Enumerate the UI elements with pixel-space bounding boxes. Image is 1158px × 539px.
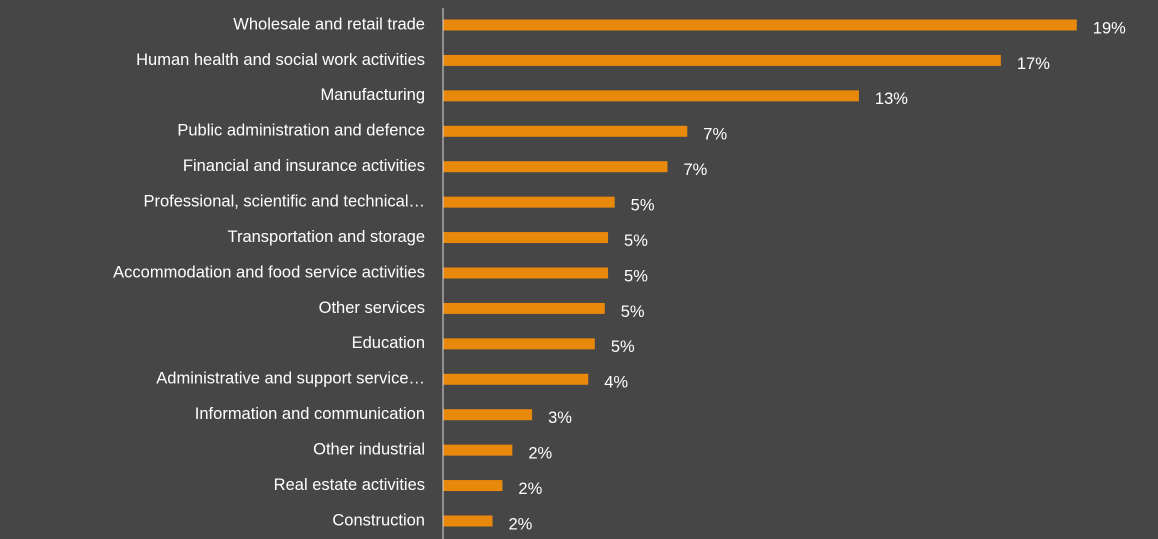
bar — [443, 90, 859, 102]
value-label: 17% — [1017, 55, 1050, 73]
bar — [443, 161, 668, 173]
value-label: 5% — [631, 197, 655, 215]
value-label: 5% — [621, 303, 645, 321]
value-label: 7% — [703, 126, 727, 144]
value-label: 19% — [1093, 19, 1126, 37]
bar — [443, 480, 503, 492]
category-label: Administrative and support service… — [156, 370, 425, 388]
value-label: 2% — [509, 515, 533, 533]
category-label: Professional, scientific and technical… — [143, 193, 425, 211]
value-label: 3% — [548, 409, 572, 427]
bar — [443, 54, 1001, 66]
value-label: 13% — [875, 90, 908, 108]
value-label: 5% — [624, 232, 648, 250]
category-label: Accommodation and food service activitie… — [113, 263, 425, 281]
value-label: 2% — [518, 480, 542, 498]
category-label: Human health and social work activities — [136, 51, 425, 69]
bar — [443, 267, 609, 279]
category-label: Information and communication — [195, 405, 425, 423]
category-label: Financial and insurance activities — [183, 157, 425, 175]
bar — [443, 515, 493, 527]
bar — [443, 125, 688, 137]
bar — [443, 373, 589, 385]
category-label: Public administration and defence — [177, 122, 425, 140]
bar — [443, 196, 615, 208]
value-label: 4% — [604, 374, 628, 392]
bar — [443, 19, 1077, 31]
bar — [443, 444, 513, 456]
value-label: 7% — [683, 161, 707, 179]
value-label: 2% — [528, 445, 552, 463]
category-label: Construction — [332, 511, 425, 529]
value-label: 5% — [611, 338, 635, 356]
category-label: Other industrial — [313, 441, 425, 459]
bar — [443, 232, 609, 244]
bar — [443, 302, 605, 314]
bar — [443, 409, 533, 421]
category-label: Other services — [319, 299, 425, 317]
bar — [443, 338, 595, 350]
category-label: Wholesale and retail trade — [233, 15, 425, 33]
category-label: Transportation and storage — [227, 228, 425, 246]
category-label: Real estate activities — [274, 476, 425, 494]
value-label: 5% — [624, 267, 648, 285]
category-label: Manufacturing — [320, 86, 425, 104]
category-label: Education — [352, 334, 425, 352]
